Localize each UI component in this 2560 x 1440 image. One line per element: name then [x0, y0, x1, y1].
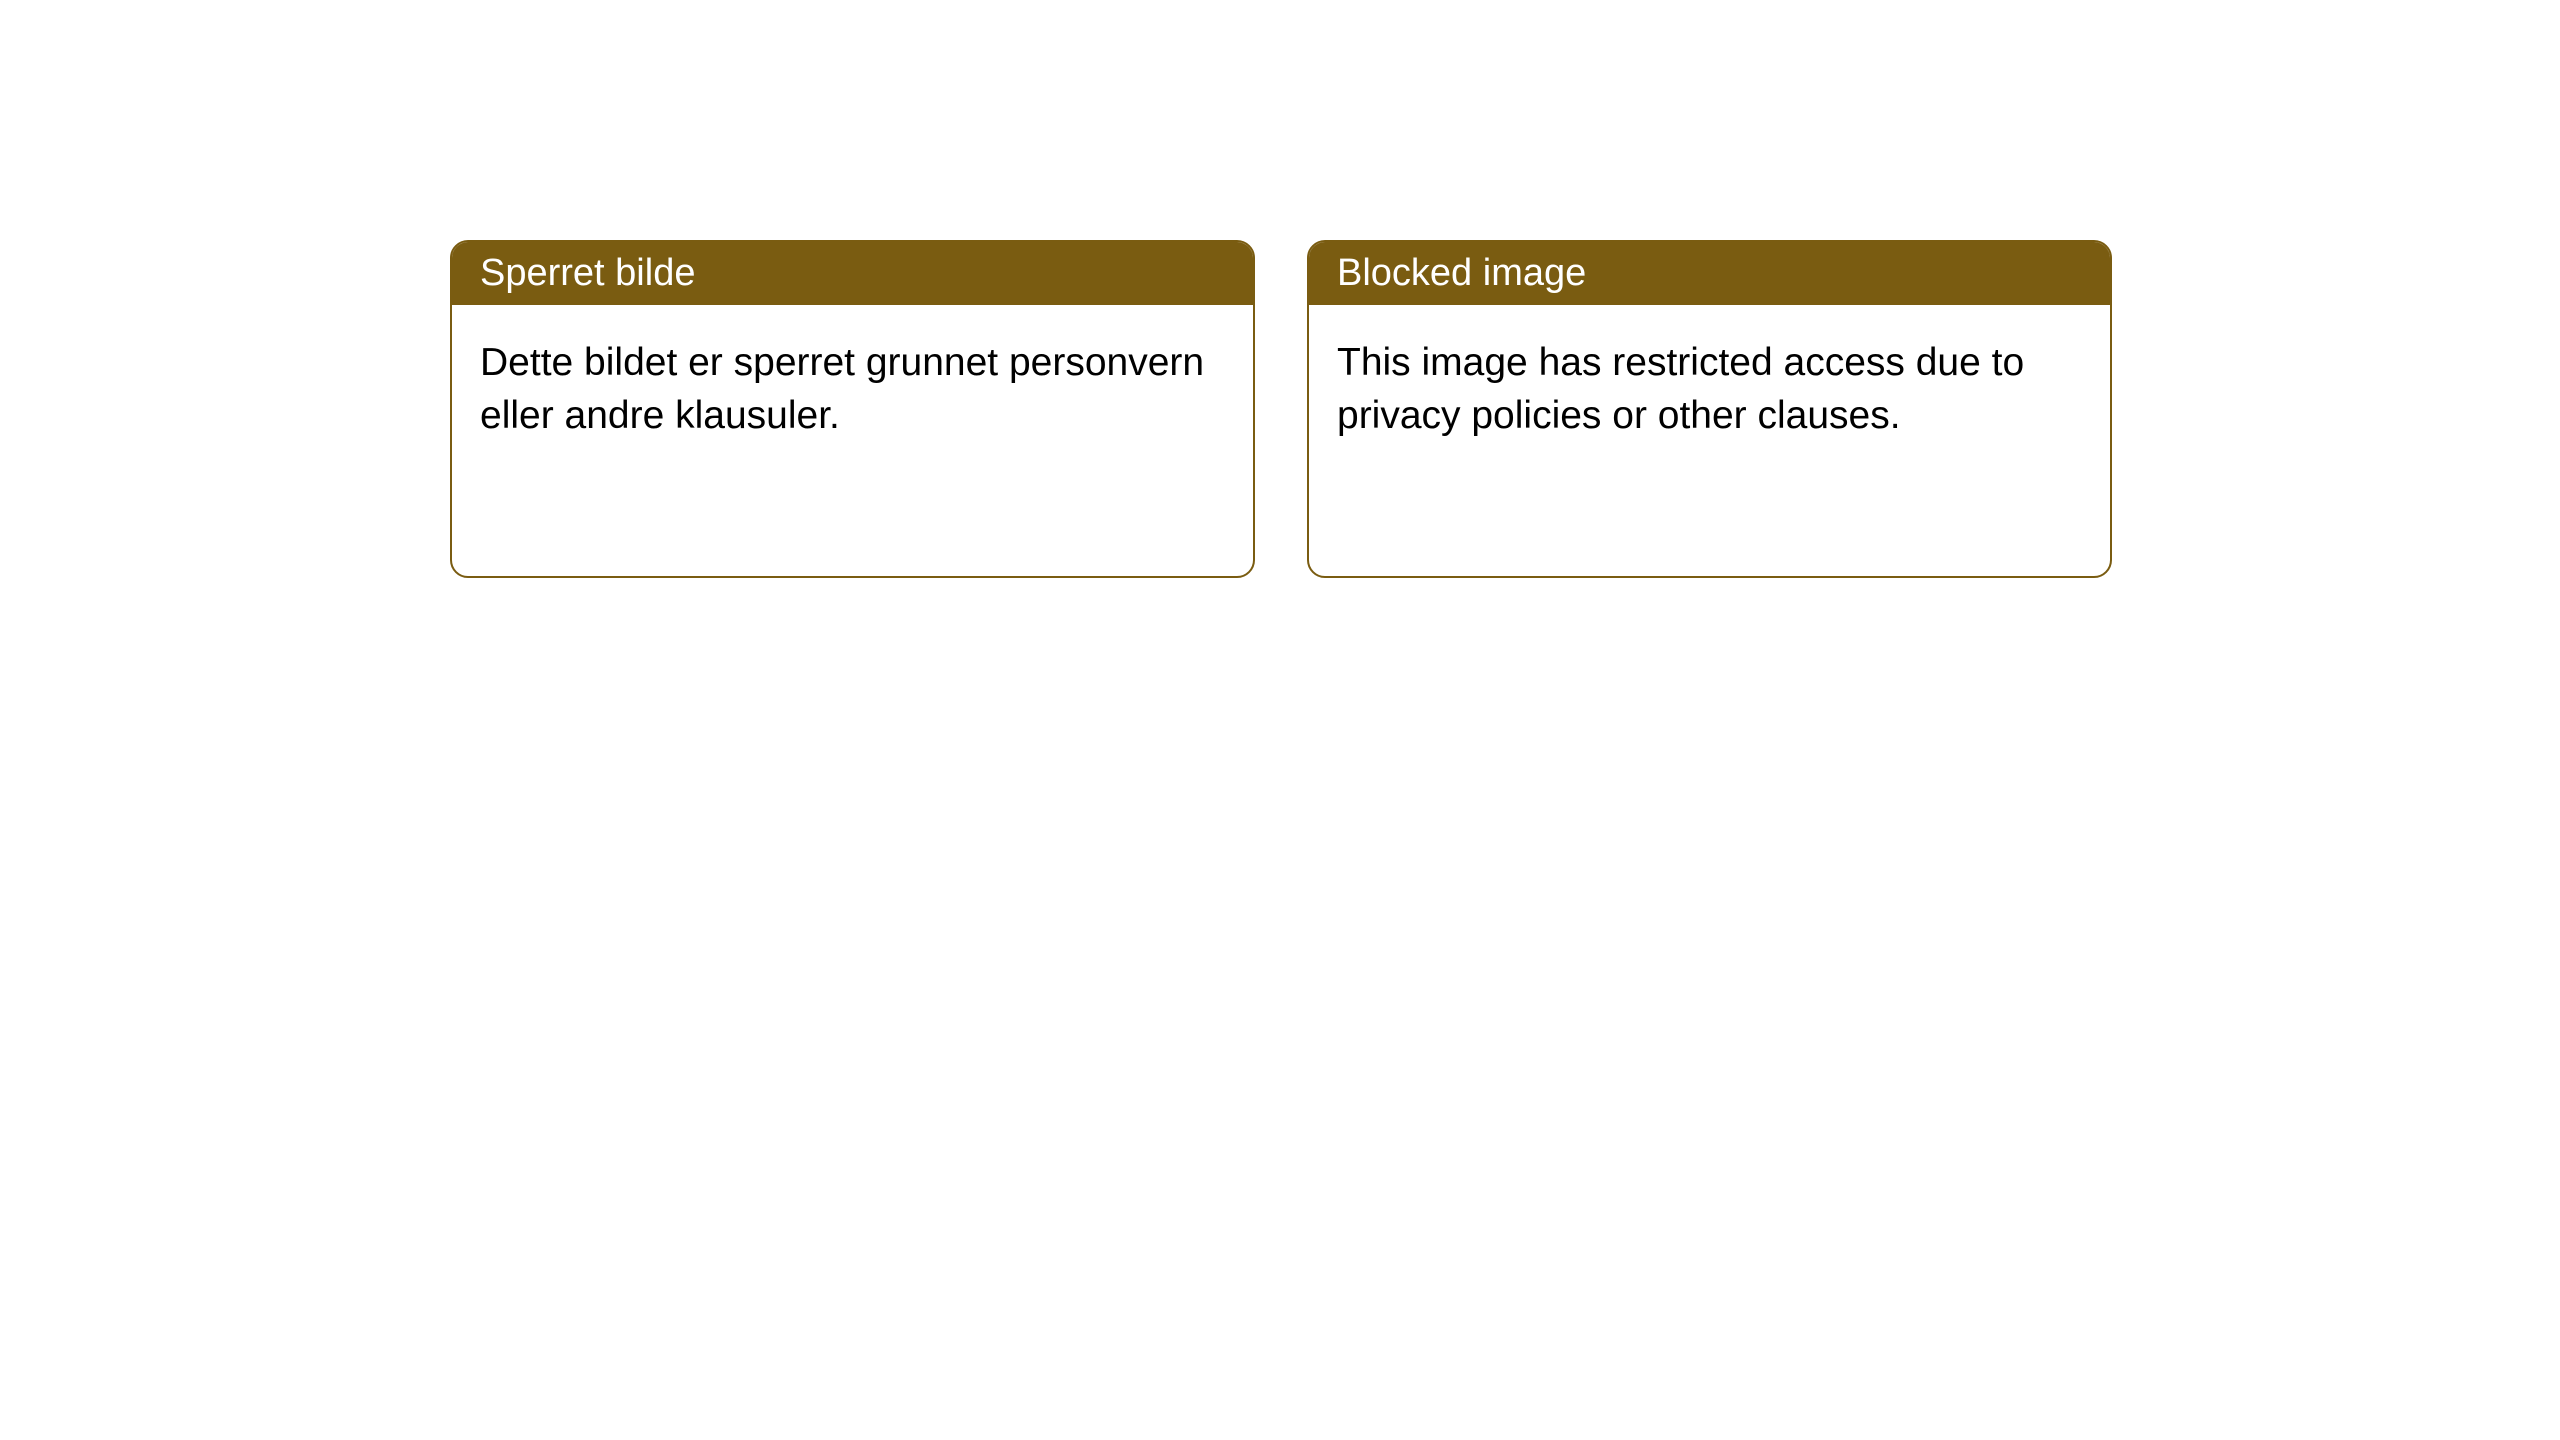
blocked-image-card-no: Sperret bilde Dette bildet er sperret gr…: [450, 240, 1255, 578]
card-message-no: Dette bildet er sperret grunnet personve…: [480, 341, 1204, 437]
blocked-image-card-en: Blocked image This image has restricted …: [1307, 240, 2112, 578]
notice-container: Sperret bilde Dette bildet er sperret gr…: [0, 0, 2560, 578]
card-title-no: Sperret bilde: [480, 252, 695, 294]
card-header-en: Blocked image: [1309, 242, 2110, 305]
card-header-no: Sperret bilde: [452, 242, 1253, 305]
card-title-en: Blocked image: [1337, 252, 1586, 294]
card-body-en: This image has restricted access due to …: [1309, 305, 2110, 474]
card-body-no: Dette bildet er sperret grunnet personve…: [452, 305, 1253, 474]
card-message-en: This image has restricted access due to …: [1337, 341, 2024, 437]
